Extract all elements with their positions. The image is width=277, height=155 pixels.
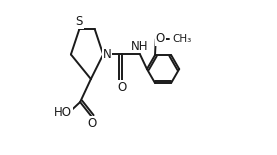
Text: O: O [87,117,96,130]
Text: S: S [76,15,83,28]
Text: N: N [103,48,111,61]
Text: CH₃: CH₃ [173,34,192,44]
Text: HO: HO [54,106,72,119]
Text: O: O [155,32,165,45]
Text: NH: NH [131,40,149,53]
Text: O: O [117,81,126,94]
